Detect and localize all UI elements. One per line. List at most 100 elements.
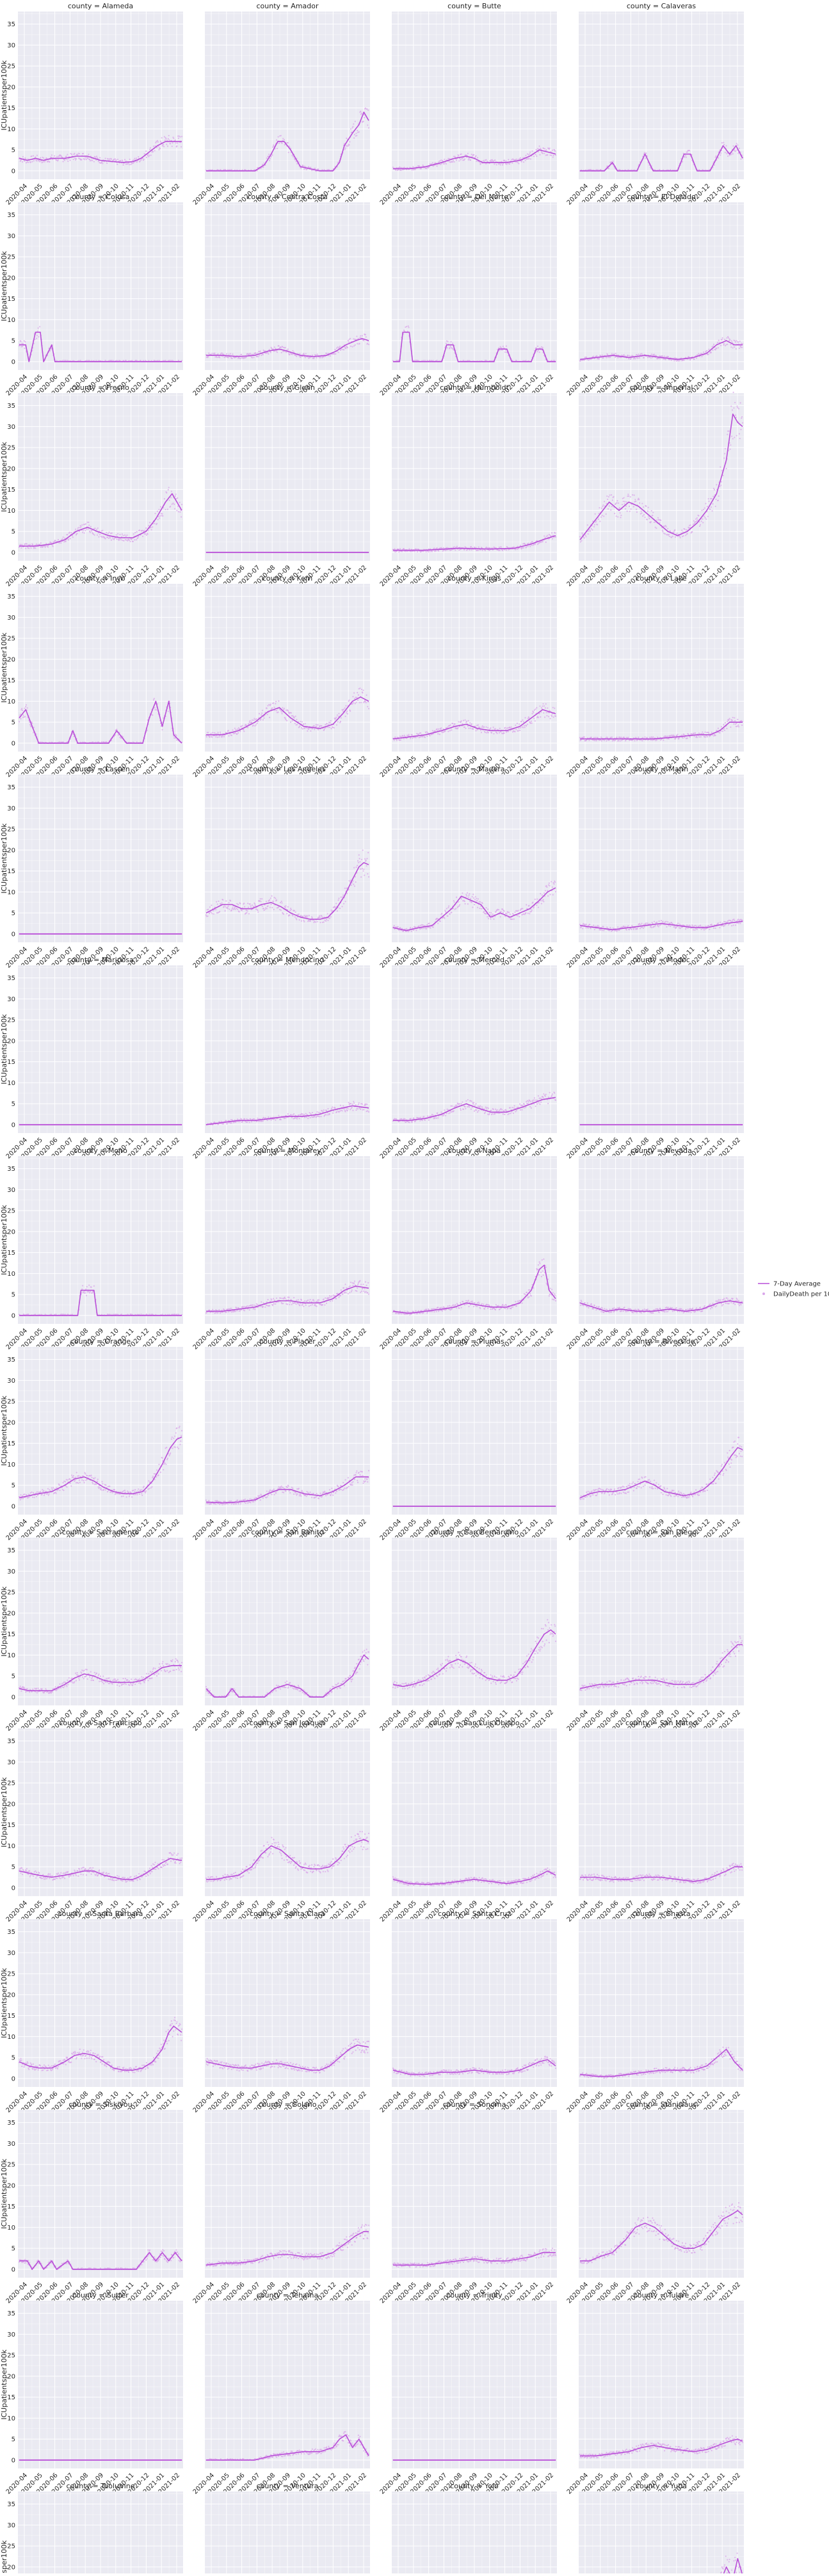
daily-point bbox=[228, 735, 229, 736]
daily-point bbox=[84, 533, 85, 534]
daily-point bbox=[211, 736, 213, 737]
daily-point bbox=[628, 495, 629, 497]
daily-point bbox=[239, 730, 241, 732]
daily-point bbox=[366, 702, 367, 703]
daily-point bbox=[368, 344, 369, 345]
daily-point bbox=[355, 133, 357, 134]
daily-point bbox=[660, 520, 661, 521]
daily-point bbox=[368, 127, 369, 129]
daily-point bbox=[278, 143, 280, 144]
daily-point bbox=[730, 154, 732, 155]
daily-point bbox=[662, 529, 663, 531]
daily-point bbox=[682, 161, 683, 162]
daily-point bbox=[355, 703, 356, 704]
daily-point bbox=[348, 340, 349, 341]
daily-point bbox=[94, 535, 95, 536]
daily-point bbox=[99, 534, 101, 535]
daily-point bbox=[630, 508, 631, 510]
daily-point bbox=[546, 536, 547, 537]
daily-point bbox=[706, 350, 707, 351]
daily-point bbox=[120, 539, 122, 540]
daily-point bbox=[228, 357, 229, 358]
daily-point bbox=[616, 515, 617, 517]
daily-point bbox=[97, 535, 98, 536]
daily-point bbox=[35, 547, 36, 549]
daily-point bbox=[547, 535, 548, 536]
daily-point bbox=[735, 150, 736, 152]
daily-point bbox=[353, 124, 354, 125]
daily-point bbox=[228, 730, 229, 731]
daily-point bbox=[253, 357, 254, 358]
daily-point bbox=[67, 161, 68, 162]
daily-point bbox=[687, 533, 688, 535]
daily-point bbox=[160, 506, 161, 508]
daily-point bbox=[659, 169, 660, 170]
daily-point bbox=[288, 152, 289, 153]
daily-point bbox=[66, 159, 67, 160]
daily-point bbox=[70, 532, 72, 533]
daily-point bbox=[181, 516, 182, 517]
daily-point bbox=[335, 353, 336, 355]
daily-point bbox=[291, 712, 292, 713]
daily-point bbox=[547, 154, 548, 156]
daily-point bbox=[146, 535, 147, 536]
daily-point bbox=[736, 348, 737, 350]
daily-point bbox=[99, 157, 101, 158]
daily-point bbox=[274, 707, 275, 708]
daily-point bbox=[444, 162, 446, 163]
daily-point bbox=[127, 540, 128, 542]
daily-point bbox=[464, 549, 465, 550]
daily-point bbox=[256, 723, 257, 724]
daily-point bbox=[597, 524, 598, 525]
daily-point bbox=[29, 724, 31, 725]
daily-point bbox=[354, 134, 355, 135]
daily-point bbox=[668, 356, 669, 357]
daily-point bbox=[630, 496, 631, 497]
daily-point bbox=[726, 468, 727, 469]
daily-point bbox=[584, 359, 585, 360]
daily-point bbox=[261, 355, 262, 356]
daily-point bbox=[478, 550, 479, 551]
daily-point bbox=[711, 498, 712, 499]
daily-point bbox=[734, 402, 736, 403]
daily-point bbox=[26, 704, 27, 705]
daily-point bbox=[645, 157, 646, 159]
daily-point bbox=[542, 153, 543, 154]
daily-point bbox=[698, 515, 699, 517]
daily-point bbox=[718, 500, 719, 501]
daily-point bbox=[226, 353, 227, 355]
daily-point bbox=[56, 156, 58, 157]
daily-point bbox=[150, 154, 152, 156]
daily-point bbox=[580, 360, 581, 362]
daily-point bbox=[138, 536, 139, 537]
daily-point bbox=[129, 164, 130, 165]
daily-point bbox=[452, 342, 453, 344]
daily-point bbox=[739, 438, 741, 439]
daily-point bbox=[36, 160, 37, 161]
daily-point bbox=[447, 547, 448, 549]
daily-point bbox=[305, 353, 307, 355]
daily-point bbox=[540, 148, 541, 149]
daily-point bbox=[367, 706, 368, 707]
daily-point bbox=[123, 540, 124, 542]
daily-point bbox=[362, 692, 364, 693]
daily-point bbox=[206, 736, 207, 737]
daily-point bbox=[122, 533, 123, 535]
daily-point bbox=[83, 153, 84, 154]
daily-point bbox=[161, 513, 163, 515]
daily-point bbox=[720, 485, 721, 486]
daily-point bbox=[721, 481, 722, 482]
daily-point bbox=[446, 343, 447, 344]
daily-point bbox=[67, 534, 68, 535]
daily-point bbox=[535, 154, 536, 155]
daily-point bbox=[181, 504, 182, 505]
daily-point bbox=[278, 711, 279, 712]
daily-point bbox=[720, 152, 721, 154]
daily-point bbox=[318, 729, 319, 730]
daily-point bbox=[587, 524, 588, 526]
daily-point bbox=[343, 349, 344, 350]
daily-point bbox=[611, 353, 613, 355]
daily-point bbox=[721, 339, 723, 341]
daily-point bbox=[408, 326, 409, 328]
daily-point bbox=[154, 707, 156, 708]
